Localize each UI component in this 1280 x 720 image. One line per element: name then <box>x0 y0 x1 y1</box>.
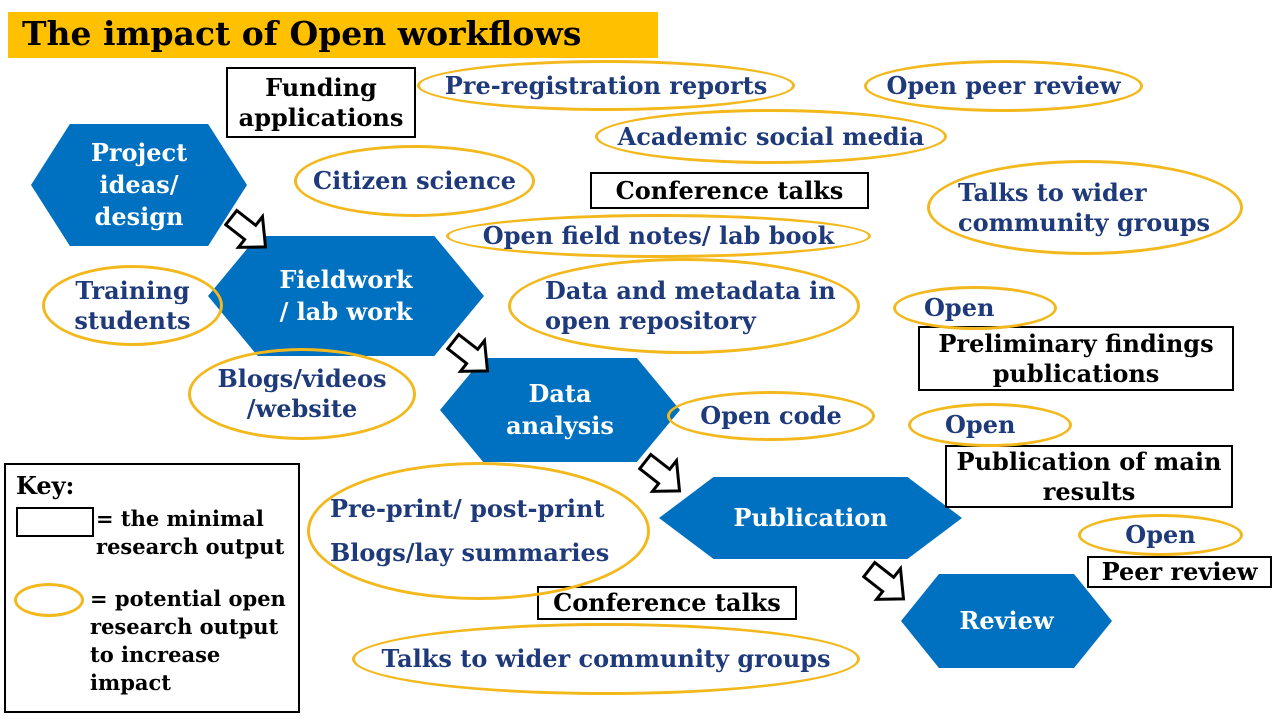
page-title: The impact of Open workflows <box>8 12 658 58</box>
peer-review-box: Peer review <box>1087 556 1272 588</box>
key-minimal-label: = the minimal research output <box>96 506 285 559</box>
arrow-icon <box>224 208 268 249</box>
open-peer-review-oval: Open peer review <box>864 60 1143 112</box>
pre-registration-oval: Pre-registration reports <box>417 60 795 111</box>
funding-applications-box: Funding applications <box>226 67 416 138</box>
blogs-videos-website-oval: Blogs/videos /website <box>188 348 416 440</box>
open-oval-main-results: Open <box>908 403 1072 447</box>
stage-data-analysis: Data analysis <box>440 358 680 462</box>
key-potential-label: = potential open research output to incr… <box>90 586 286 695</box>
legend-key: Key: = the minimal research output = pot… <box>4 463 300 713</box>
arrow-icon <box>862 560 906 601</box>
key-oval-icon <box>14 583 84 617</box>
open-oval-peer-review: Open <box>1078 514 1243 556</box>
key-rectangle-icon <box>16 507 94 537</box>
stage-fieldwork: Fieldwork / lab work <box>208 236 484 356</box>
talks-wider-community-oval-bottom: Talks to wider community groups <box>352 623 860 695</box>
citizen-science-oval: Citizen science <box>294 145 535 217</box>
arrow-icon <box>446 332 490 373</box>
conference-talks-box-top: Conference talks <box>590 172 869 209</box>
open-field-notes-oval: Open field notes/ lab book <box>446 214 871 258</box>
stage-project-ideas: Project ideas/ design <box>31 124 247 246</box>
stage-review: Review <box>901 574 1112 668</box>
conference-talks-box-bottom: Conference talks <box>537 586 797 620</box>
stage-publication: Publication <box>659 477 962 559</box>
lay-summaries-label: Blogs/lay summaries <box>330 538 610 567</box>
preprint-lay-summaries-oval: Pre-print/ post-print Blogs/lay summarie… <box>307 462 650 600</box>
data-repository-oval: Data and metadata in open repository <box>508 258 860 354</box>
open-code-oval: Open code <box>667 391 875 441</box>
talks-wider-community-oval-top: Talks to wider community groups <box>927 160 1243 255</box>
training-students-oval: Training students <box>42 265 223 346</box>
main-results-box: Publication of main results <box>945 445 1233 508</box>
preliminary-findings-box: Preliminary findings publications <box>918 326 1234 391</box>
arrow-icon <box>638 452 682 493</box>
academic-social-media-oval: Academic social media <box>595 109 947 164</box>
key-title: Key: <box>16 471 75 500</box>
open-oval-preliminary: Open <box>893 286 1057 330</box>
preprint-label: Pre-print/ post-print <box>330 494 605 523</box>
